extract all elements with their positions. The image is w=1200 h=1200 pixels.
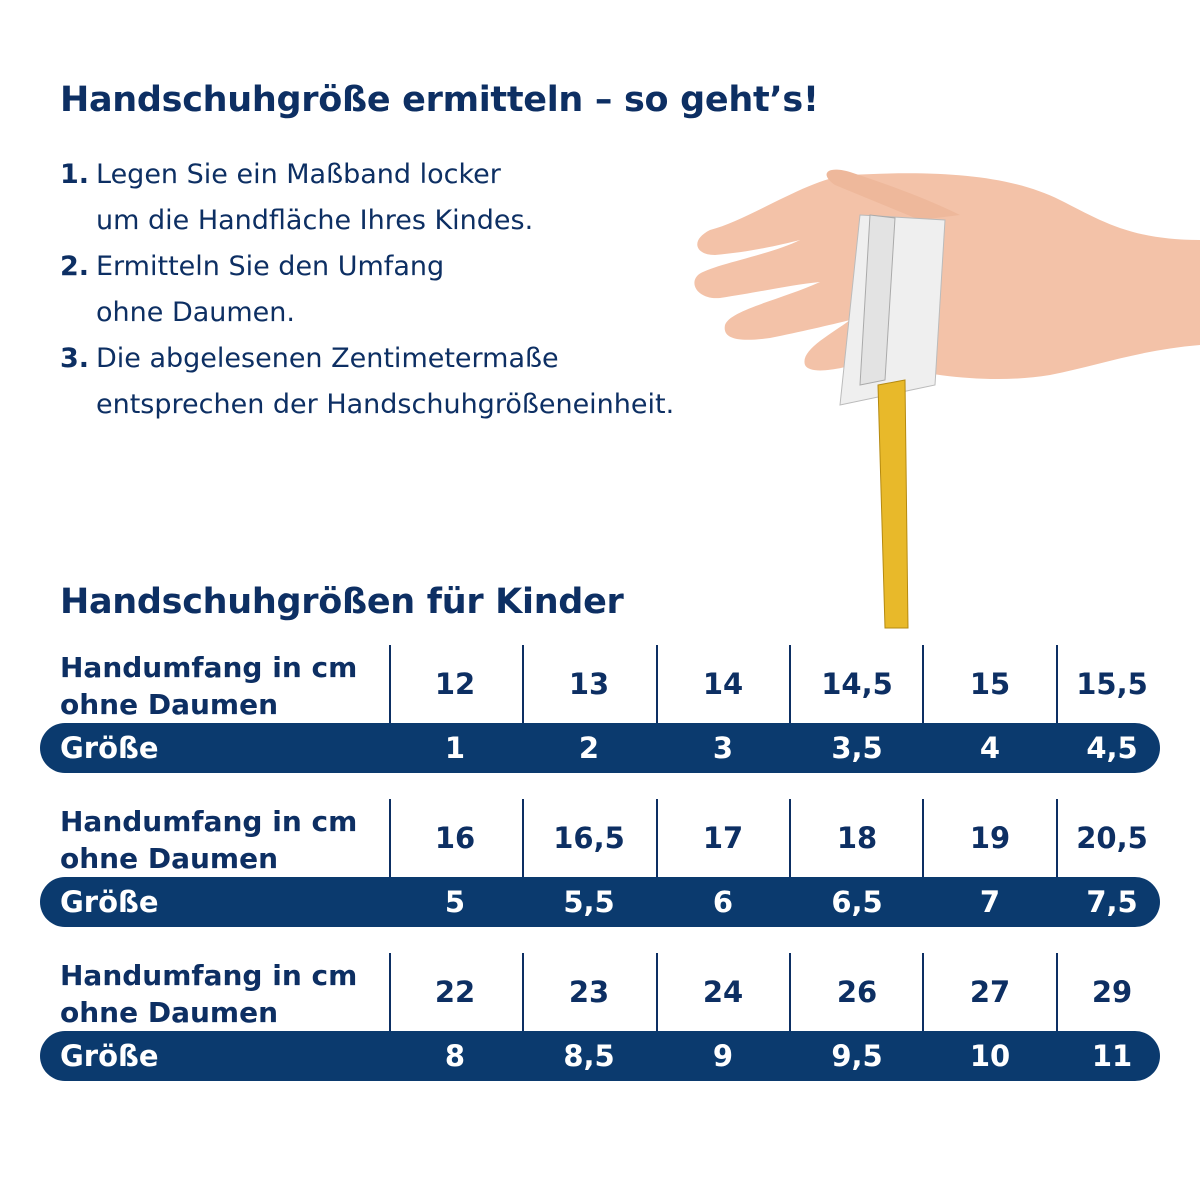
step-number: 2. (60, 251, 90, 282)
circumference-cell: 24 (702, 975, 744, 1009)
size-cell: 5,5 (563, 885, 615, 919)
page-title: Handschuhgröße ermitteln – so geht’s! (60, 80, 819, 120)
hand-with-measuring-tape-image (694, 169, 1200, 629)
circumference-cell: 19 (969, 821, 1011, 855)
circumference-cell: 20,5 (1076, 821, 1148, 855)
step-text: Die abgelesenen Zentimetermaße (96, 343, 559, 374)
label-line: Handumfang in cm (60, 805, 358, 838)
size-cell: 5 (444, 885, 466, 919)
thumb-shape (826, 169, 960, 220)
circumference-row: Handumfang in cm ohne Daumen 16 16,5 17 18 19 2… (40, 799, 1160, 877)
column-divider (922, 953, 924, 1031)
column-divider (789, 799, 791, 877)
circumference-cell: 27 (969, 975, 1011, 1009)
size-row: Größe 8 8,5 9 9,5 10 11 (40, 1031, 1160, 1081)
step-number: 3. (60, 343, 90, 374)
size-table-group: Handumfang in cm ohne Daumen 16 16,5 17 18 19 2… (40, 799, 1160, 927)
circumference-row: Handumfang in cm ohne Daumen 12 13 14 14,5 15 1… (40, 645, 1160, 723)
size-cell: 4,5 (1086, 731, 1138, 765)
size-label: Größe (60, 885, 159, 919)
label-line: ohne Daumen (60, 842, 279, 875)
table-title: Handschuhgrößen für Kinder (60, 582, 624, 622)
column-divider (656, 799, 658, 877)
column-divider (922, 645, 924, 723)
circumference-cell: 14,5 (821, 667, 893, 701)
column-divider (389, 799, 391, 877)
step-text: Ermitteln Sie den Umfang (96, 251, 445, 282)
size-cell: 9 (712, 1039, 734, 1073)
size-cell: 8 (444, 1039, 466, 1073)
circumference-cell: 13 (568, 667, 610, 701)
column-divider (656, 645, 658, 723)
size-cell: 3,5 (831, 731, 883, 765)
size-cell: 8,5 (563, 1039, 615, 1073)
label-line: ohne Daumen (60, 996, 279, 1029)
step-text: Legen Sie ein Maßband locker (96, 159, 501, 190)
column-divider (1056, 645, 1058, 723)
circumference-cell: 15,5 (1076, 667, 1148, 701)
circumference-row: Handumfang in cm ohne Daumen 22 23 24 26 27 29 (40, 953, 1160, 1031)
column-divider (522, 799, 524, 877)
step-text: um die Handfläche Ihres Kindes. (96, 205, 534, 236)
label-line: Handumfang in cm (60, 651, 358, 684)
step-1: 1. Legen Sie ein Maßband locker um die H… (60, 152, 674, 244)
circumference-cell: 18 (836, 821, 878, 855)
size-cell: 4 (979, 731, 1001, 765)
circumference-cell: 26 (836, 975, 878, 1009)
step-text: entsprechen der Handschuhgrößeneinheit. (96, 389, 675, 420)
circumference-cell: 14 (702, 667, 744, 701)
column-divider (789, 645, 791, 723)
size-row: Größe 1 2 3 3,5 4 4,5 (40, 723, 1160, 773)
size-row: Größe 5 5,5 6 6,5 7 7,5 (40, 877, 1160, 927)
size-table-group: Handumfang in cm ohne Daumen 22 23 24 26 27 29 G… (40, 953, 1160, 1081)
size-cell: 10 (969, 1039, 1011, 1073)
column-divider (922, 799, 924, 877)
label-line: Handumfang in cm (60, 959, 358, 992)
circumference-label: Handumfang in cm ohne Daumen (60, 649, 357, 723)
circumference-cell: 12 (434, 667, 476, 701)
size-cell: 6,5 (831, 885, 883, 919)
label-line: ohne Daumen (60, 688, 279, 721)
size-cell: 1 (444, 731, 466, 765)
step-number: 1. (60, 159, 90, 190)
size-table-group: Handumfang in cm ohne Daumen 12 13 14 14,5 15 1… (40, 645, 1160, 773)
circumference-cell: 15 (969, 667, 1011, 701)
circumference-cell: 22 (434, 975, 476, 1009)
circumference-cell: 16,5 (553, 821, 625, 855)
column-divider (522, 645, 524, 723)
tape-white-back (859, 214, 896, 386)
circumference-label: Handumfang in cm ohne Daumen (60, 803, 357, 877)
tape-yellow (877, 379, 909, 629)
circumference-label: Handumfang in cm ohne Daumen (60, 957, 357, 1031)
step-3: 3. Die abgelesenen Zentimetermaße entspr… (60, 336, 674, 428)
step-2: 2. Ermitteln Sie den Umfang ohne Daumen. (60, 244, 674, 336)
column-divider (1056, 799, 1058, 877)
column-divider (656, 953, 658, 1031)
size-cell: 3 (712, 731, 734, 765)
size-cell: 9,5 (831, 1039, 883, 1073)
hand-shape (694, 173, 1200, 380)
column-divider (389, 953, 391, 1031)
size-cell: 7 (979, 885, 1001, 919)
size-label: Größe (60, 731, 159, 765)
size-cell: 2 (578, 731, 600, 765)
column-divider (389, 645, 391, 723)
size-cell: 11 (1091, 1039, 1133, 1073)
size-cell: 6 (712, 885, 734, 919)
column-divider (1056, 953, 1058, 1031)
instructions-list: 1. Legen Sie ein Maßband locker um die H… (60, 152, 674, 428)
step-text: ohne Daumen. (96, 297, 295, 328)
circumference-cell: 17 (702, 821, 744, 855)
circumference-cell: 23 (568, 975, 610, 1009)
circumference-cell: 29 (1091, 975, 1133, 1009)
size-cell: 7,5 (1086, 885, 1138, 919)
column-divider (789, 953, 791, 1031)
circumference-cell: 16 (434, 821, 476, 855)
size-label: Größe (60, 1039, 159, 1073)
column-divider (522, 953, 524, 1031)
